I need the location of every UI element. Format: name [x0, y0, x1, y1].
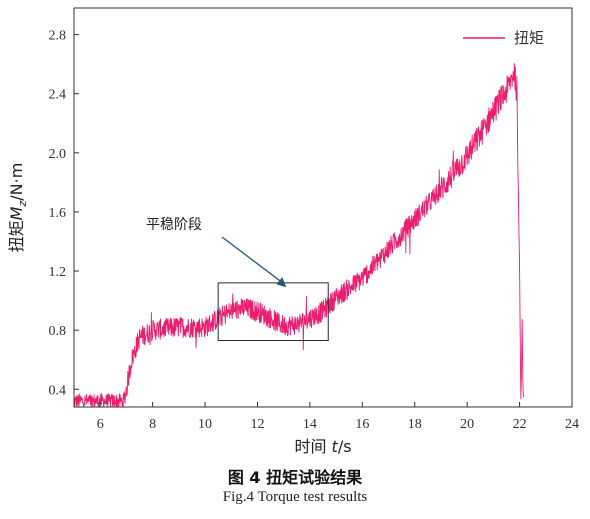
y-tick-label: 1.6 [49, 206, 67, 221]
legend: 扭矩 [463, 29, 544, 47]
plot-frame [73, 7, 573, 408]
x-tick-label: 22 [513, 417, 527, 432]
stable-stage-label: 平稳阶段 [146, 217, 202, 233]
caption-chinese: 图 4 扭矩试验结果 [227, 468, 363, 487]
x-tick-label: 20 [460, 417, 474, 432]
annotation-arrowhead [276, 277, 287, 288]
legend-label: 扭矩 [514, 29, 544, 47]
y-tick-label: 0.4 [49, 383, 67, 398]
x-axis: 6 8 10 12 14 16 18 20 22 24 [97, 402, 579, 432]
x-tick-label: 24 [565, 417, 579, 432]
series-torque-group [73, 63, 524, 408]
x-tick-label: 16 [355, 417, 369, 432]
x-tick-label: 8 [149, 417, 156, 432]
x-tick-label: 6 [97, 417, 104, 432]
y-tick-label: 2.4 [49, 88, 67, 103]
x-tick-label: 10 [198, 417, 212, 432]
y-tick-label: 2.0 [49, 147, 67, 162]
x-tick-label: 12 [250, 417, 264, 432]
y-tick-label: 1.2 [49, 265, 67, 280]
annotation-group: 平稳阶段 [146, 217, 329, 342]
x-tick-label: 14 [303, 417, 317, 432]
caption-english: Fig.4 Torque test results [222, 489, 368, 505]
x-tick-label: 18 [408, 417, 422, 432]
y-tick-label: 2.8 [49, 29, 67, 44]
annotation-arrow [221, 236, 284, 284]
series-torque-line [73, 63, 524, 408]
stable-stage-box [217, 282, 329, 342]
y-axis: 0.4 0.8 1.2 1.6 2.0 2.4 2.8 [49, 29, 79, 398]
x-axis-title: 时间 t/s [294, 437, 351, 456]
y-tick-label: 0.8 [49, 324, 67, 339]
y-axis-title: 扭矩Mz/N·m [7, 163, 29, 253]
